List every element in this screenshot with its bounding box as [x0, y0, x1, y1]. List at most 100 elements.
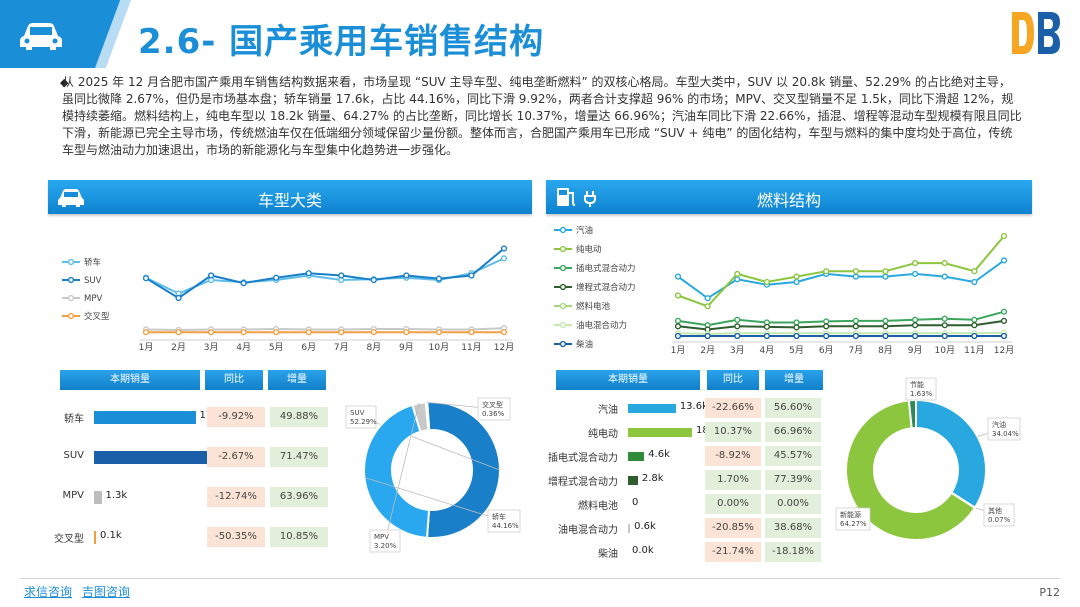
x-tick-label: 6月 [301, 342, 316, 353]
fuel-pump-icon [557, 188, 596, 207]
slice-label-value: 44.16% [492, 522, 519, 530]
legend-marker [559, 340, 567, 348]
table-header: 增量 [268, 370, 326, 390]
x-tick-label: 1月 [671, 345, 686, 356]
line-chart-vehicle-type: 1月 2月 3月 4月 5月 6月 7月 8月 9月 10月 11月 12月 轿车 SUV MPV 交叉型 [62, 245, 514, 353]
slice-label-value: 64.27% [840, 520, 867, 528]
data-point [370, 329, 377, 336]
legend-label: MPV [84, 294, 102, 304]
yoy-cell: -21.74% [705, 542, 761, 562]
sales-bar [94, 450, 214, 464]
summary-text: 从 2025 年 12 月合肥市国产乘用车销售结构数据来看，市场呈现 “SUV … [62, 75, 1022, 157]
row-label: 插电式混合动力 [548, 453, 618, 464]
x-tick-label: 4月 [760, 345, 775, 356]
slice-label-name: 轿车 [492, 512, 506, 521]
data-point [240, 280, 247, 287]
increment-cell: 77.39% [765, 470, 821, 490]
data-point [1000, 317, 1008, 324]
table-header: 增量 [765, 370, 823, 390]
data-point [911, 270, 919, 278]
x-tick-label: 9月 [908, 345, 923, 356]
data-point [911, 316, 919, 323]
data-point [500, 245, 508, 252]
sales-bar [94, 490, 102, 504]
data-point [911, 322, 919, 329]
donut-slice [845, 399, 977, 541]
panel-header-fuel: 燃料结构 [546, 180, 1032, 214]
series-line [677, 310, 1005, 327]
x-tick-label: 8月 [878, 345, 893, 356]
slice-label-name: 其他 [988, 506, 1002, 515]
data-point [763, 332, 771, 340]
x-tick-label: 10月 [935, 345, 955, 356]
data-point [704, 332, 711, 340]
x-tick-label: 12月 [494, 342, 514, 353]
data-point [403, 272, 410, 279]
page-number: P12 [1039, 586, 1060, 599]
sales-value: 13.6k [679, 401, 708, 412]
legend-label: 插电式混合动力 [576, 263, 636, 274]
table-header: 本期销量 [60, 370, 200, 390]
data-point [435, 275, 443, 282]
row-label: 纯电动 [588, 429, 618, 440]
x-tick-label: 11月 [964, 345, 984, 356]
increment-cell: 0.00% [765, 494, 821, 514]
sales-value: 2.8k [641, 473, 664, 484]
data-point [941, 273, 948, 280]
data-point [852, 268, 859, 275]
data-point [734, 316, 741, 323]
data-point [674, 323, 682, 330]
data-point [674, 273, 682, 280]
x-tick-label: 7月 [848, 345, 863, 356]
footer-divider [20, 578, 1060, 579]
slice-label-value: 52.29% [350, 418, 377, 426]
data-point [500, 329, 508, 336]
slice-label-name: MPV [374, 533, 389, 541]
data-point [734, 276, 741, 283]
data-point [674, 292, 682, 299]
footer-link-qiuxin[interactable]: 求信咨询 [24, 585, 73, 599]
panel-header-vehicle-type: 车型大类 [48, 180, 532, 214]
slice-label-value: 1.63% [910, 390, 933, 398]
increment-cell: 45.57% [765, 446, 821, 466]
increment-cell: 56.60% [765, 398, 821, 418]
series-line [677, 331, 1005, 335]
legend-label: 增程式混合动力 [576, 282, 636, 293]
slice-label-value: 34.04% [992, 430, 1019, 438]
legend-marker [559, 245, 567, 253]
x-tick-label: 2月 [171, 342, 186, 353]
data-point [273, 274, 280, 281]
data-point [911, 259, 919, 267]
row-label: 轿车 [64, 414, 84, 425]
data-point [142, 329, 150, 336]
sales-bar [628, 451, 645, 461]
table-header: 同比 [205, 370, 263, 390]
donut-slice [424, 401, 431, 432]
data-point [852, 332, 859, 340]
increment-cell: 49.88% [270, 407, 328, 427]
data-point [704, 303, 711, 310]
data-point [941, 332, 948, 340]
data-point [793, 273, 800, 280]
data-point [305, 270, 312, 277]
yoy-cell: -20.85% [705, 518, 761, 538]
sales-bar [94, 410, 196, 424]
legend-label: 柴油 [576, 339, 593, 350]
row-label: 汽油 [598, 405, 618, 416]
summary-bullet: ◆ [60, 76, 69, 89]
data-point [971, 322, 978, 329]
slice-label-box [983, 503, 1015, 527]
footer-link-jitu[interactable]: 吉图咨询 [81, 585, 130, 599]
yoy-cell: -2.67% [207, 447, 265, 467]
data-point [207, 329, 215, 336]
row-label: SUV [63, 450, 84, 461]
data-point [823, 318, 830, 325]
data-point [941, 322, 948, 329]
data-point [971, 332, 978, 340]
data-point [763, 278, 771, 286]
slice-label-box [835, 507, 871, 531]
data-point [240, 329, 247, 336]
x-tick-label: 3月 [730, 345, 745, 356]
